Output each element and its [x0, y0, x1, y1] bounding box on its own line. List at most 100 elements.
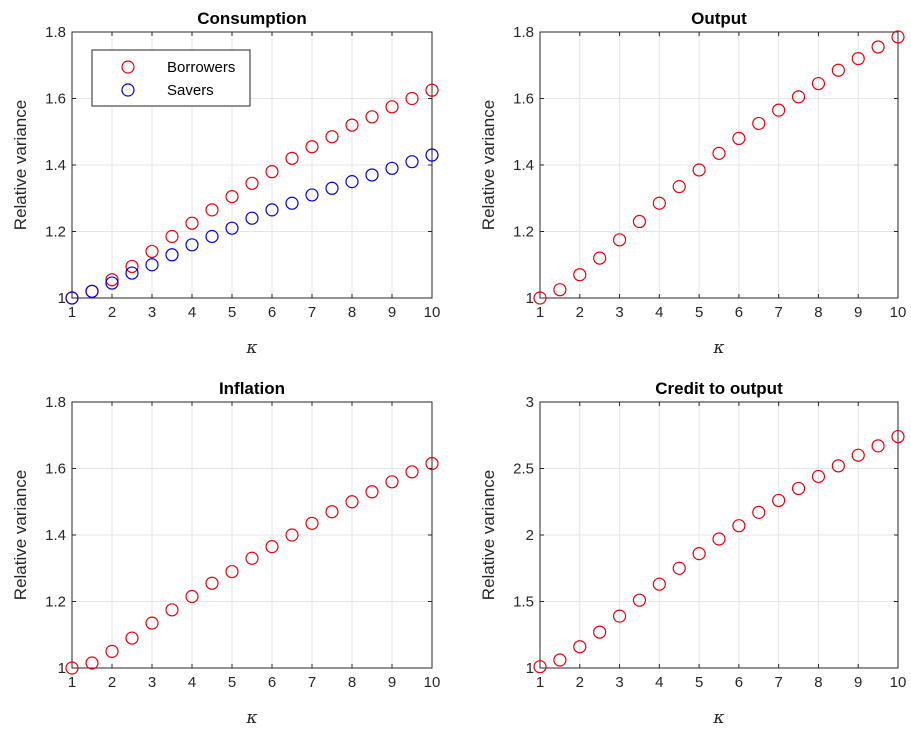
data-point — [245, 551, 259, 565]
data-point — [573, 640, 587, 654]
data-point — [325, 181, 339, 195]
y-tick-label: 1.4 — [45, 527, 66, 544]
x-axis-label: κ — [245, 708, 257, 728]
data-point — [225, 221, 239, 235]
data-point — [105, 276, 119, 290]
data-point — [365, 485, 379, 499]
data-point — [593, 251, 607, 265]
data-point — [285, 528, 299, 542]
data-point — [425, 83, 439, 97]
data-point — [165, 248, 179, 262]
data-point — [553, 653, 567, 667]
data-point — [145, 244, 159, 259]
x-tick-label: 10 — [424, 304, 441, 321]
data-point — [811, 76, 826, 91]
data-point — [573, 268, 587, 282]
data-point — [405, 465, 419, 479]
data-point — [791, 90, 806, 104]
chart-title: Output — [691, 9, 747, 28]
y-axis-label: Relative variance — [479, 470, 498, 600]
x-tick-label: 3 — [615, 674, 623, 691]
y-tick-label: 1 — [58, 660, 66, 677]
data-point — [145, 258, 159, 272]
x-tick-label: 4 — [188, 674, 196, 691]
data-point — [732, 131, 746, 145]
data-point — [185, 238, 199, 252]
chart-title: Consumption — [197, 9, 307, 28]
series-1 — [533, 30, 905, 305]
data-point — [851, 448, 865, 462]
x-tick-label: 9 — [388, 674, 396, 691]
data-point — [65, 291, 79, 305]
chart-title: Credit to output — [655, 379, 783, 398]
data-point — [345, 175, 359, 189]
y-tick-label: 1.4 — [45, 157, 66, 174]
series-1 — [533, 429, 905, 674]
data-point — [265, 165, 279, 179]
y-axis-label: Relative variance — [479, 100, 498, 230]
data-point — [752, 116, 766, 131]
x-tick-label: 10 — [890, 304, 907, 321]
data-point — [612, 233, 627, 247]
x-tick-label: 4 — [188, 304, 196, 321]
y-tick-label: 1.6 — [45, 461, 66, 478]
y-tick-label: 2.5 — [513, 461, 534, 478]
data-point — [553, 283, 567, 297]
data-point — [891, 30, 905, 44]
data-point — [632, 214, 647, 229]
y-axis-label: Relative variance — [11, 470, 30, 600]
y-tick-label: 1.5 — [513, 594, 534, 611]
chart-panel-1: 1 2 3 4 5 6 7 8 9 10 1 1.2 1.4 1.6 1.8 Consumption κ Rela… — [11, 9, 440, 358]
x-tick-label: 1 — [68, 304, 76, 321]
data-point — [772, 103, 786, 117]
data-point — [185, 589, 199, 604]
x-axis-label: κ — [245, 338, 257, 358]
data-point — [205, 576, 219, 590]
y-tick-label: 1.8 — [45, 24, 66, 41]
y-tick-label: 1 — [526, 660, 534, 677]
x-tick-label: 5 — [695, 674, 703, 691]
data-point — [365, 168, 379, 182]
y-tick-label: 1.8 — [45, 394, 66, 411]
data-point — [165, 603, 179, 617]
y-tick-label: 1.4 — [513, 157, 534, 174]
data-point — [285, 196, 299, 210]
data-point — [165, 229, 179, 244]
data-point — [365, 110, 379, 124]
data-point — [205, 229, 219, 244]
x-tick-label: 6 — [735, 674, 743, 691]
legend-label: Savers — [167, 82, 214, 99]
y-tick-label: 1.2 — [513, 224, 534, 241]
legend-label: Borrowers — [167, 59, 235, 76]
data-point — [105, 273, 119, 287]
data-point — [891, 429, 905, 444]
data-point — [533, 660, 547, 674]
data-point — [345, 495, 359, 509]
chart-panel-2: 1 2 3 4 5 6 7 8 9 10 1 1.2 1.4 1.6 1.8 Output κ Relative … — [479, 9, 906, 358]
x-tick-label: 5 — [228, 674, 236, 691]
data-point — [831, 459, 845, 473]
data-point — [871, 439, 885, 453]
x-tick-label: 10 — [424, 674, 441, 691]
x-tick-label: 3 — [148, 674, 156, 691]
x-tick-label: 7 — [308, 304, 316, 321]
x-axis-label: κ — [712, 708, 724, 728]
data-point — [185, 216, 199, 230]
legend-box — [91, 49, 251, 107]
data-point — [385, 475, 399, 489]
y-tick-label: 1 — [58, 290, 66, 307]
x-tick-label: 7 — [774, 304, 782, 321]
chart-title: Inflation — [219, 379, 285, 398]
chart-panel-3: 1 2 3 4 5 6 7 8 9 10 1 1.2 1.4 1.6 1.8 Inflation κ Relati… — [11, 379, 440, 728]
data-point — [125, 631, 139, 645]
data-point — [325, 505, 339, 519]
data-point — [285, 151, 299, 165]
chart-panel-4: 1 2 3 4 5 6 7 8 9 10 1 1.5 2 2.5 3 Credit to output κ Rel… — [479, 379, 906, 728]
data-point — [692, 547, 706, 561]
data-point — [345, 118, 359, 132]
data-point — [305, 140, 319, 154]
data-point — [672, 561, 686, 575]
x-tick-label: 3 — [615, 304, 623, 321]
x-tick-label: 8 — [348, 674, 356, 691]
legend-marker — [121, 83, 135, 97]
